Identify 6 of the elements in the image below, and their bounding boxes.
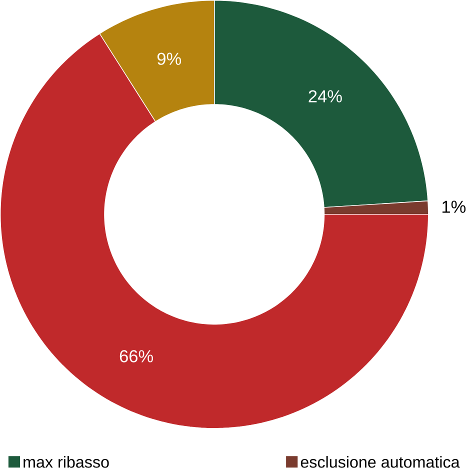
legend-label: max ribasso [24, 456, 109, 468]
data-label: 66% [120, 350, 153, 362]
data-label: 24% [308, 90, 342, 102]
legend-label: esclusione automatica [300, 456, 460, 468]
data-label: 9% [157, 52, 182, 66]
data-label: 1% [442, 200, 466, 213]
